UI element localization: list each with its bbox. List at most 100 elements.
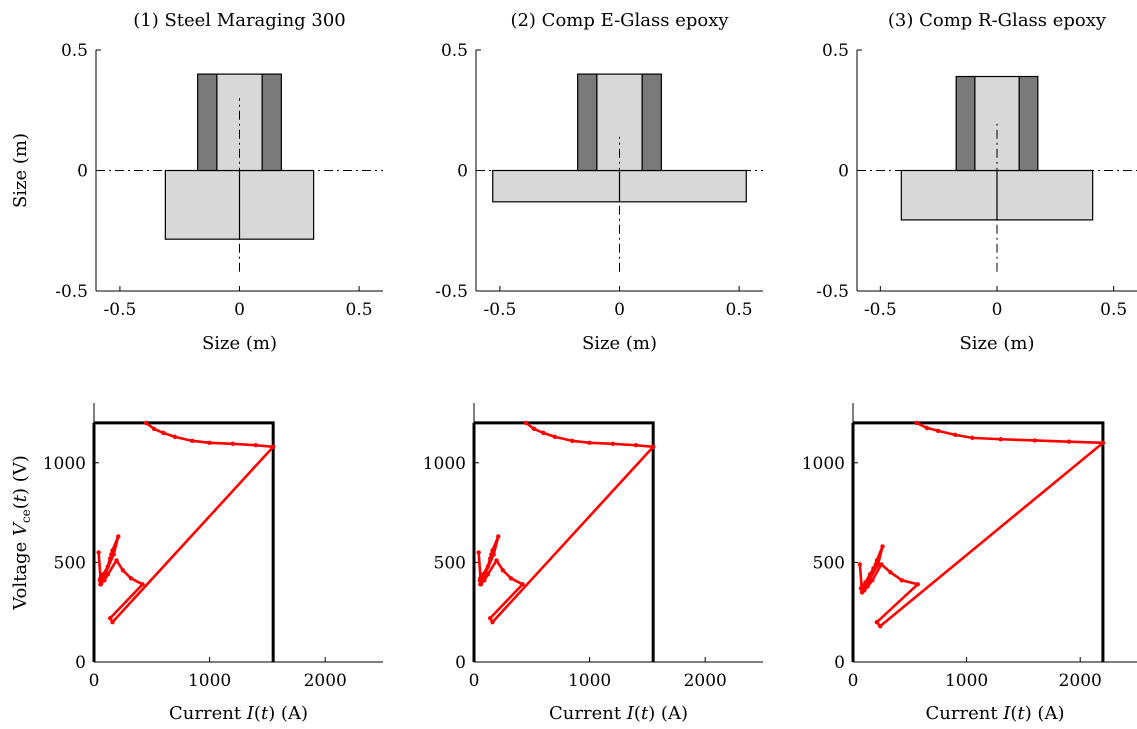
trajectory-point — [478, 582, 484, 587]
y-tick-label: 0 — [455, 653, 466, 673]
y-tick-label: 0 — [838, 162, 849, 182]
winding-block-2 — [1018, 75, 1039, 172]
trajectory-point — [531, 426, 537, 432]
trajectory-point — [190, 438, 195, 444]
y-tick-label: 0.5 — [441, 41, 468, 61]
x-axis-label: Size (m) — [202, 333, 277, 354]
y-tick-label: 0 — [834, 653, 845, 673]
trajectory-point — [109, 552, 114, 557]
x-tick-label: 0 — [469, 671, 480, 691]
x-tick-label: 2000 — [1059, 671, 1102, 691]
chart-panel-4: 0 1000 2000 0 500 1000 Current I(t) (A) Voltage… — [10, 403, 383, 724]
x-axis-label: Current I(t) (A) — [926, 703, 1065, 724]
trajectory-point — [490, 619, 495, 625]
chart-title: (3) Comp R-Glass epoxy — [888, 10, 1107, 31]
y-tick-label: -0.5 — [816, 282, 849, 302]
trajectory-point — [880, 544, 885, 549]
x-axis-label: Size (m) — [959, 333, 1034, 354]
trajectory-point — [107, 615, 113, 621]
chart-panel-6: 0 1000 2000 0 500 1000 Current I(t) (A) — [802, 403, 1137, 724]
x-tick-label: 2000 — [304, 671, 347, 691]
trajectory-point — [1100, 440, 1106, 446]
y-tick-label: 500 — [813, 553, 845, 573]
trajectory-point — [879, 562, 884, 567]
trajectory-point — [953, 432, 958, 438]
trajectory-point — [1032, 438, 1037, 443]
trajectory-point — [128, 576, 134, 581]
y-axis-label: Voltage Vce(t) (V) — [10, 455, 33, 611]
trajectory-point — [490, 548, 495, 553]
trajectory-point — [97, 578, 102, 583]
trajectory-point — [858, 586, 864, 591]
trajectory-point — [914, 420, 919, 426]
trajectory-point — [96, 550, 101, 555]
x-axis-label: Size (m) — [582, 333, 657, 354]
trajectory-point — [924, 425, 930, 431]
y-tick-label: 1000 — [802, 454, 845, 474]
trajectory-point — [110, 548, 115, 553]
trajectory-point — [230, 441, 235, 447]
trajectory-point — [610, 441, 615, 447]
trajectory-point — [496, 534, 501, 539]
trajectory-point — [867, 572, 873, 577]
trajectory-point — [870, 578, 875, 583]
trajectory-point — [873, 562, 878, 567]
trajectory-point — [487, 556, 493, 561]
trajectory-point — [114, 558, 119, 563]
winding-block-1 — [955, 75, 976, 172]
trajectory-point — [107, 556, 113, 561]
trajectory-point — [936, 428, 941, 434]
trajectory-point — [98, 582, 104, 587]
winding-block-2 — [641, 73, 662, 172]
trajectory-point — [140, 582, 145, 587]
trajectory-point — [888, 570, 893, 575]
x-tick-label: 1000 — [945, 671, 988, 691]
trajectory-point — [161, 430, 166, 436]
y-tick-label: -0.5 — [435, 282, 468, 302]
trajectory-point — [899, 578, 905, 583]
chart-panel-3: -0.5 0 0.5 -0.5 0 0.5 (3) Comp R-Glass epoxy Si… — [816, 10, 1137, 354]
chart-panel-2: -0.5 0 0.5 -0.5 0 0.5 (2) Comp E-Glass epoxy Si… — [435, 10, 763, 354]
winding-block-2 — [261, 73, 282, 172]
switching-trajectory — [477, 421, 655, 624]
trajectory-point — [633, 443, 639, 448]
y-tick-label: -0.5 — [55, 282, 88, 302]
trajectory-point — [863, 580, 868, 585]
x-tick-label: -0.5 — [864, 300, 897, 320]
x-axis-label: Current I(t) (A) — [549, 703, 688, 724]
trajectory-point — [172, 434, 178, 440]
x-axis-label: Current I(t) (A) — [169, 703, 308, 724]
y-tick-label: 0 — [457, 162, 468, 182]
trajectory-point — [207, 440, 212, 446]
trajectory-point — [481, 572, 486, 577]
x-tick-label: -0.5 — [484, 300, 517, 320]
switching-trajectory — [858, 421, 1105, 628]
y-tick-label: 1000 — [423, 454, 466, 474]
trajectory-point — [494, 558, 499, 563]
trajectory-point — [587, 440, 592, 446]
trajectory-point — [523, 420, 529, 426]
y-tick-label: 1000 — [43, 454, 86, 474]
trajectory-point — [270, 444, 276, 450]
trajectory-point — [489, 552, 494, 557]
x-tick-label: 0 — [234, 300, 245, 320]
trajectory-point — [859, 590, 865, 595]
x-tick-label: 0.5 — [726, 300, 753, 320]
trajectory-point — [116, 534, 121, 539]
trajectory-point — [552, 434, 558, 440]
chart-panel-1: -0.5 0 0.5 -0.5 0 0.5 (1) Steel Maraging 300 Si… — [10, 10, 383, 354]
trajectory-point — [874, 558, 880, 563]
trajectory-point — [541, 430, 546, 436]
trajectory-point — [570, 438, 575, 444]
trajectory-point — [500, 568, 506, 573]
chart-title: (1) Steel Maraging 300 — [133, 10, 346, 31]
x-tick-label: 0 — [614, 300, 625, 320]
switching-trajectory — [97, 421, 275, 624]
trajectory-point — [970, 435, 975, 441]
soa-boundary — [853, 421, 1105, 662]
chart-panel-5: 0 1000 2000 0 500 1000 Current I(t) (A) — [423, 403, 763, 724]
x-tick-label: 1000 — [188, 671, 231, 691]
soa-boundary — [94, 421, 275, 662]
y-tick-label: 0 — [77, 162, 88, 182]
